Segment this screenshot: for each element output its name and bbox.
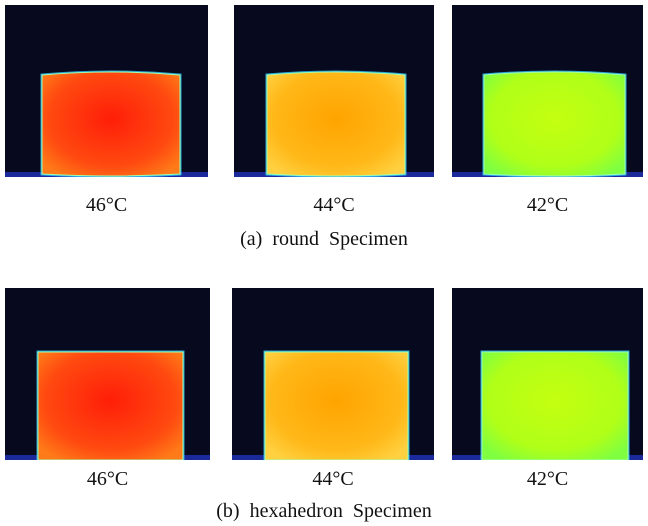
temperature-label: 42°C <box>527 468 568 491</box>
caption: (a) round Specimen <box>240 228 408 251</box>
temperature-label: 42°C <box>527 194 568 217</box>
thermal-image <box>452 288 643 460</box>
temperature-label: 44°C <box>312 468 353 491</box>
temperature-label: 44°C <box>313 194 354 217</box>
temperature-label: 46°C <box>87 468 128 491</box>
thermal-image <box>5 288 210 460</box>
caption: (b) hexahedron Specimen <box>216 500 431 523</box>
thermal-image <box>5 5 208 177</box>
thermal-image <box>232 288 434 460</box>
temperature-label: 46°C <box>86 194 127 217</box>
figure-page: 46°C 44°C 42°C (a) round Specimen <box>0 0 648 526</box>
thermal-image <box>452 5 643 177</box>
thermal-image <box>234 5 434 177</box>
